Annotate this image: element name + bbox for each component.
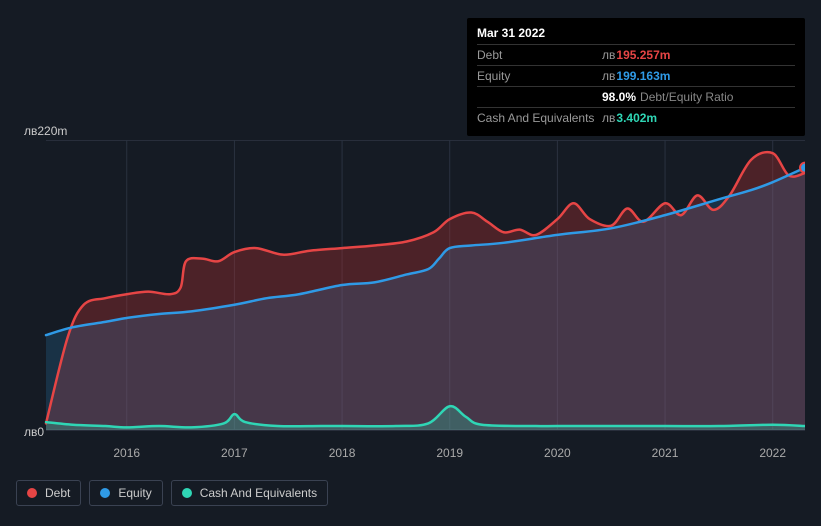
- legend-item-debt[interactable]: Debt: [16, 480, 81, 506]
- y-axis-max-label: лв220m: [24, 124, 67, 138]
- legend-label: Debt: [45, 486, 70, 500]
- tooltip-label: [477, 90, 602, 104]
- tooltip-label: Debt: [477, 48, 602, 62]
- x-axis-tick: 2017: [221, 446, 248, 460]
- tooltip-row: Debtлв195.257m: [477, 45, 795, 66]
- x-axis-tick: 2016: [113, 446, 140, 460]
- chart-tooltip: Mar 31 2022 Debtлв195.257mEquityлв199.16…: [467, 18, 805, 136]
- x-axis-tick: 2021: [652, 446, 679, 460]
- tooltip-row: 98.0%Debt/Equity Ratio: [477, 87, 795, 108]
- chart-legend: Debt Equity Cash And Equivalents: [16, 480, 328, 506]
- tooltip-value: лв195.257m: [602, 48, 670, 62]
- x-axis: 2016 2017 2018 2019 2020 2021 2022: [16, 446, 805, 464]
- x-axis-tick: 2018: [329, 446, 356, 460]
- x-axis-tick: 2020: [544, 446, 571, 460]
- tooltip-row: Equityлв199.163m: [477, 66, 795, 87]
- tooltip-row: Cash And Equivalentsлв3.402m: [477, 108, 795, 128]
- tooltip-value: 98.0%Debt/Equity Ratio: [602, 90, 733, 104]
- tooltip-value: лв3.402m: [602, 111, 657, 125]
- legend-swatch: [182, 488, 192, 498]
- chart-plot-area: [16, 140, 805, 440]
- legend-swatch: [100, 488, 110, 498]
- legend-item-cash-and-equivalents[interactable]: Cash And Equivalents: [171, 480, 328, 506]
- x-axis-tick: 2022: [759, 446, 786, 460]
- tooltip-value: лв199.163m: [602, 69, 670, 83]
- x-axis-tick: 2019: [436, 446, 463, 460]
- tooltip-date: Mar 31 2022: [477, 26, 795, 45]
- tooltip-label: Equity: [477, 69, 602, 83]
- legend-label: Cash And Equivalents: [200, 486, 317, 500]
- tooltip-label: Cash And Equivalents: [477, 111, 602, 125]
- legend-item-equity[interactable]: Equity: [89, 480, 162, 506]
- legend-label: Equity: [118, 486, 151, 500]
- legend-swatch: [27, 488, 37, 498]
